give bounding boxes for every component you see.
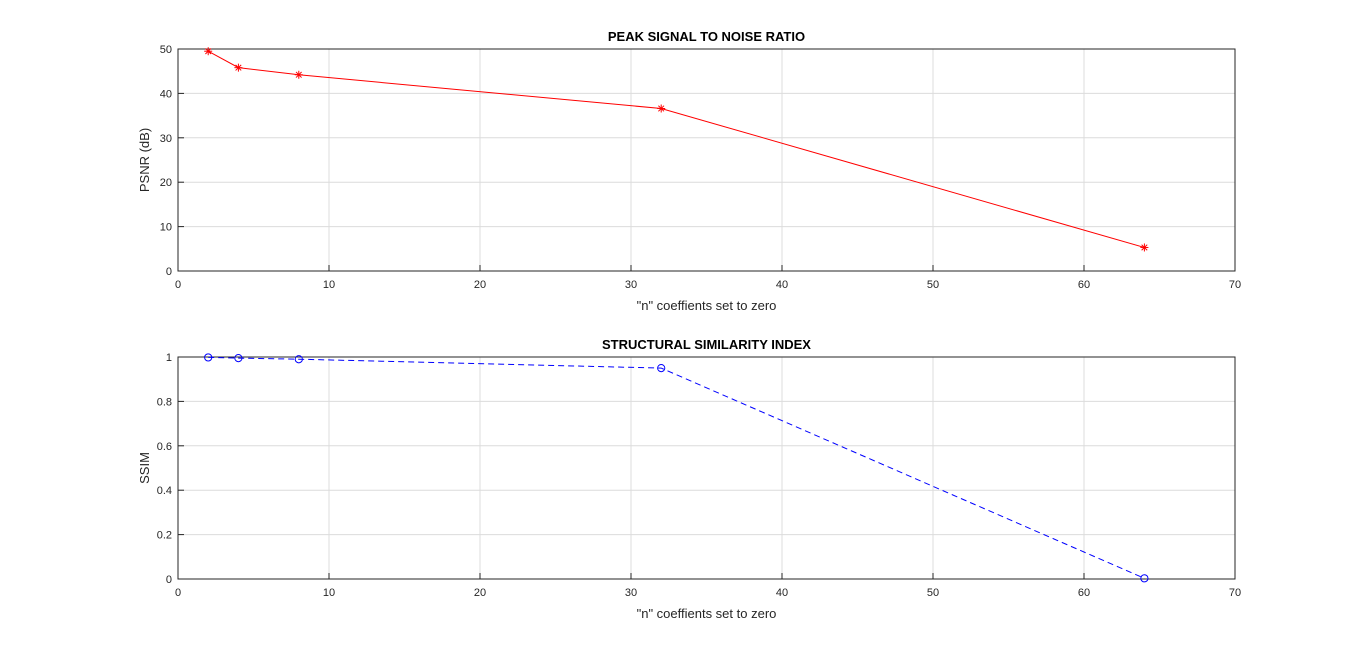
psnr-data-point (294, 70, 303, 79)
ssim-x-tick-label: 10 (323, 587, 335, 599)
psnr-subplot: 0 10 20 30 40 50 60 70 0 10 20 30 40 50 PEAK SIGNAL T… (137, 29, 1241, 313)
psnr-data-point (657, 104, 666, 113)
ssim-y-tick-label: 0.8 (157, 396, 172, 408)
psnr-x-tick-label: 20 (474, 279, 486, 291)
psnr-data-point (1140, 243, 1149, 252)
psnr-x-tick-label: 0 (175, 279, 181, 291)
psnr-y-tick-label: 50 (160, 44, 172, 56)
ssim-x-tick-label: 70 (1229, 587, 1241, 599)
ssim-x-tick-label: 30 (625, 587, 637, 599)
ssim-data-point (657, 364, 666, 373)
ssim-x-tick-label: 0 (175, 587, 181, 599)
psnr-x-tick-label: 40 (776, 279, 788, 291)
ssim-data-point (234, 354, 243, 363)
psnr-y-tick-label: 10 (160, 222, 172, 234)
ssim-x-axis-label: "n" coeffients set to zero (637, 606, 777, 621)
ssim-y-axis-label: SSIM (137, 452, 152, 484)
psnr-x-axis-label: "n" coeffients set to zero (637, 298, 777, 313)
ssim-y-tick-label: 0.6 (157, 441, 172, 453)
psnr-data-point (234, 63, 243, 72)
ssim-x-tick-label: 60 (1078, 587, 1090, 599)
ssim-subplot: 0 10 20 30 40 50 60 70 0 0.2 0.4 0.6 0.8 1 STRUCTURAL… (137, 337, 1241, 621)
psnr-x-tick-label: 70 (1229, 279, 1241, 291)
psnr-data-point (204, 47, 213, 56)
ssim-data-point (294, 355, 303, 364)
ssim-data-point (1140, 574, 1149, 583)
psnr-y-tick-label: 40 (160, 88, 172, 100)
ssim-chart-title: STRUCTURAL SIMILARITY INDEX (602, 337, 811, 352)
ssim-y-tick-label: 0.4 (157, 485, 172, 497)
psnr-x-tick-label: 50 (927, 279, 939, 291)
psnr-y-tick-label: 0 (166, 266, 172, 278)
psnr-y-tick-label: 30 (160, 133, 172, 145)
ssim-series-line (208, 356, 1145, 579)
psnr-y-axis-label: PSNR (dB) (137, 128, 152, 192)
psnr-x-tick-label: 10 (323, 279, 335, 291)
ssim-y-tick-label: 0.2 (157, 530, 172, 542)
ssim-y-tick-label: 1 (166, 352, 172, 364)
psnr-x-tick-label: 30 (625, 279, 637, 291)
psnr-y-tick-label: 20 (160, 177, 172, 189)
ssim-x-tick-label: 50 (927, 587, 939, 599)
ssim-x-tick-label: 40 (776, 587, 788, 599)
psnr-x-tick-label: 60 (1078, 279, 1090, 291)
ssim-x-tick-label: 20 (474, 587, 486, 599)
ssim-data-point (204, 353, 213, 362)
ssim-y-tick-label: 0 (166, 574, 172, 586)
psnr-chart-title: PEAK SIGNAL TO NOISE RATIO (608, 29, 805, 44)
